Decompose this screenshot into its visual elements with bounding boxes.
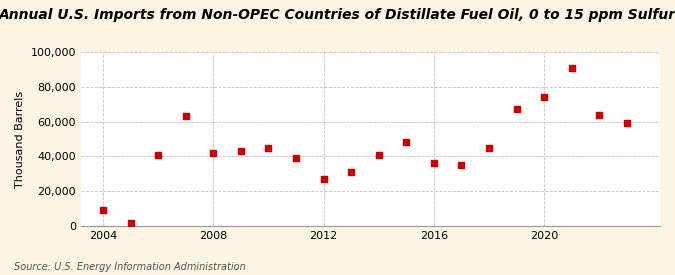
Point: [566, 65, 577, 70]
Text: Source: U.S. Energy Information Administration: Source: U.S. Energy Information Administ…: [14, 262, 245, 272]
Point: [263, 145, 274, 150]
Point: [125, 221, 136, 226]
Point: [153, 152, 163, 157]
Point: [291, 156, 302, 160]
Point: [98, 208, 109, 213]
Point: [511, 107, 522, 112]
Y-axis label: Thousand Barrels: Thousand Barrels: [15, 90, 25, 188]
Point: [373, 152, 384, 157]
Point: [318, 177, 329, 181]
Point: [594, 112, 605, 117]
Point: [456, 163, 467, 167]
Text: Annual U.S. Imports from Non-OPEC Countries of Distillate Fuel Oil, 0 to 15 ppm : Annual U.S. Imports from Non-OPEC Countr…: [0, 8, 675, 22]
Point: [401, 140, 412, 145]
Point: [346, 170, 356, 174]
Point: [483, 145, 494, 150]
Point: [180, 114, 191, 119]
Point: [622, 121, 632, 125]
Point: [429, 161, 439, 166]
Point: [539, 95, 549, 99]
Point: [236, 149, 246, 153]
Point: [208, 151, 219, 155]
